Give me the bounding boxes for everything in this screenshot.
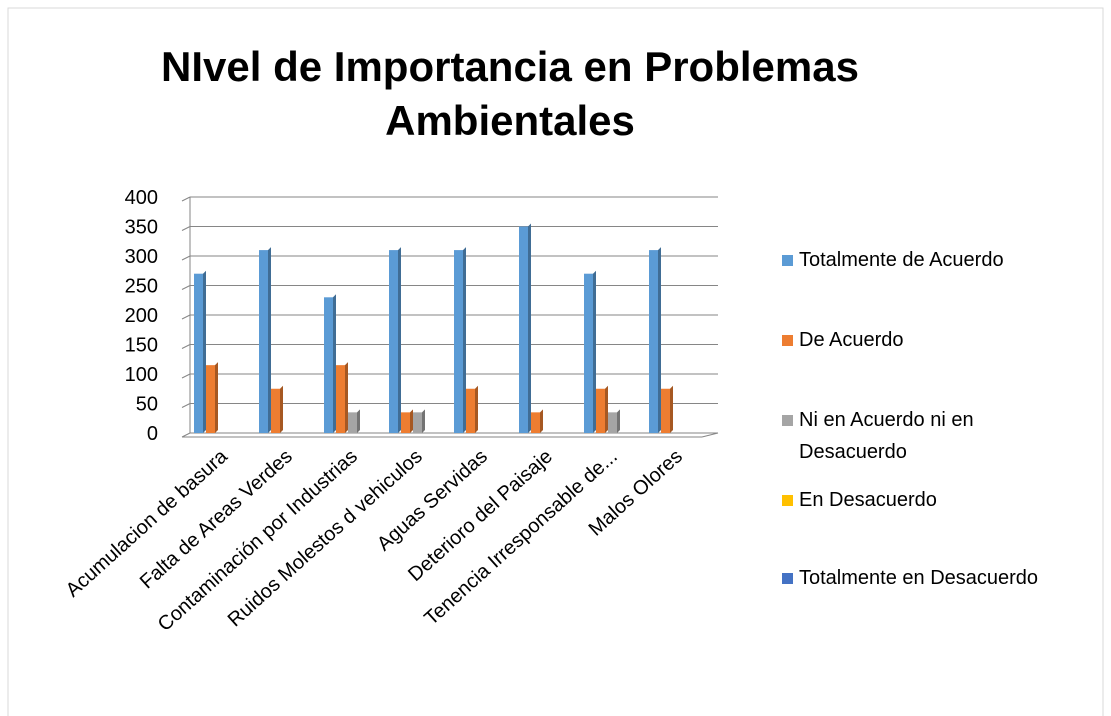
legend-swatch (782, 255, 793, 266)
legend-label: Ni en Acuerdo ni en Desacuerdo (799, 409, 974, 463)
bar (649, 250, 658, 433)
bar-group (519, 223, 531, 433)
bar-side (463, 247, 466, 433)
bar-side (670, 385, 673, 433)
y-tick-label: 100 (125, 364, 158, 386)
bar-group (584, 270, 596, 433)
grid-line-side (181, 344, 191, 349)
legend-item: Totalmente de Acuerdo (782, 244, 1082, 276)
bar-group (389, 247, 401, 433)
bar (466, 388, 475, 433)
legend-label: De Acuerdo (799, 329, 904, 351)
chart-title: NIvel de Importancia en Problemas Ambien… (161, 43, 859, 144)
bar-side (398, 247, 401, 433)
bar-group (206, 362, 218, 433)
legend-item: Totalmente en Desacuerdo (782, 562, 1082, 594)
y-tick-label: 350 (125, 217, 158, 239)
bar (259, 250, 268, 433)
y-tick-label: 50 (136, 394, 158, 416)
bar-side (540, 409, 543, 433)
bar-group (531, 409, 543, 433)
bar-side (215, 362, 218, 433)
bar (336, 365, 345, 433)
grid-line-side (181, 196, 191, 202)
bar-side (593, 270, 596, 433)
bar-side (475, 385, 478, 433)
bar (661, 388, 670, 433)
bar-side (605, 385, 608, 433)
bar-side (528, 223, 531, 433)
bar-group (608, 409, 620, 433)
bar (389, 250, 398, 433)
bar-side (617, 409, 620, 433)
bar-group (596, 385, 608, 433)
legend-swatch (782, 495, 793, 506)
legend-item: En Desacuerdo (782, 484, 1082, 516)
bar (454, 250, 463, 433)
bar-group (348, 409, 360, 433)
bar-group (466, 385, 478, 433)
bar-side (333, 294, 336, 433)
bar-group (454, 247, 466, 433)
bar-side (658, 247, 661, 433)
legend-label: Totalmente en Desacuerdo (799, 567, 1039, 589)
legend-item: Ni en Acuerdo ni en Desacuerdo (782, 404, 1082, 468)
x-tick-label: Aguas Servidas (373, 445, 492, 555)
legend-swatch (782, 415, 793, 426)
grid-line-side (181, 432, 191, 438)
legend-label: En Desacuerdo (799, 489, 937, 511)
y-tick-label: 300 (125, 246, 158, 268)
bar-group (413, 409, 425, 433)
legend-label: Totalmente de Acuerdo (799, 249, 1004, 271)
grid-line-side (181, 226, 191, 231)
bar-group (661, 385, 673, 433)
y-tick-label: 250 (125, 276, 158, 298)
bar-group (194, 270, 206, 433)
bar (584, 273, 593, 433)
bar-side (357, 409, 360, 433)
y-tick-label: 400 (125, 187, 158, 209)
bar (348, 412, 357, 433)
grid-line-side (181, 285, 191, 290)
bar-side (345, 362, 348, 433)
bar (401, 412, 410, 433)
bar-group (271, 385, 283, 433)
bar (608, 412, 617, 433)
bar (531, 412, 540, 433)
grid-line-side (181, 255, 191, 261)
grid-line-side (181, 403, 191, 408)
bar-side (268, 247, 271, 433)
floor-right (701, 432, 719, 438)
bar-group (336, 362, 348, 433)
bar (596, 388, 605, 433)
legend-swatch (782, 573, 793, 584)
bar (413, 412, 422, 433)
grid-line-side (181, 314, 191, 320)
chart-frame (7, 7, 1104, 716)
grid-line-side (181, 373, 191, 379)
bar (194, 273, 203, 433)
bar-group (649, 247, 661, 433)
bar-side (422, 409, 425, 433)
bar (271, 388, 280, 433)
bar (206, 365, 215, 433)
bar-group (401, 409, 413, 433)
bar (324, 297, 333, 433)
bar-side (203, 270, 206, 433)
legend-item: De Acuerdo (782, 324, 1082, 356)
bar-side (280, 385, 283, 433)
bar-side (410, 409, 413, 433)
y-tick-label: 0 (147, 423, 158, 445)
legend-swatch (782, 335, 793, 346)
y-tick-label: 200 (125, 305, 158, 327)
bar-group (324, 294, 336, 433)
y-tick-label: 150 (125, 335, 158, 357)
bar (519, 226, 528, 433)
bar-group (259, 247, 271, 433)
